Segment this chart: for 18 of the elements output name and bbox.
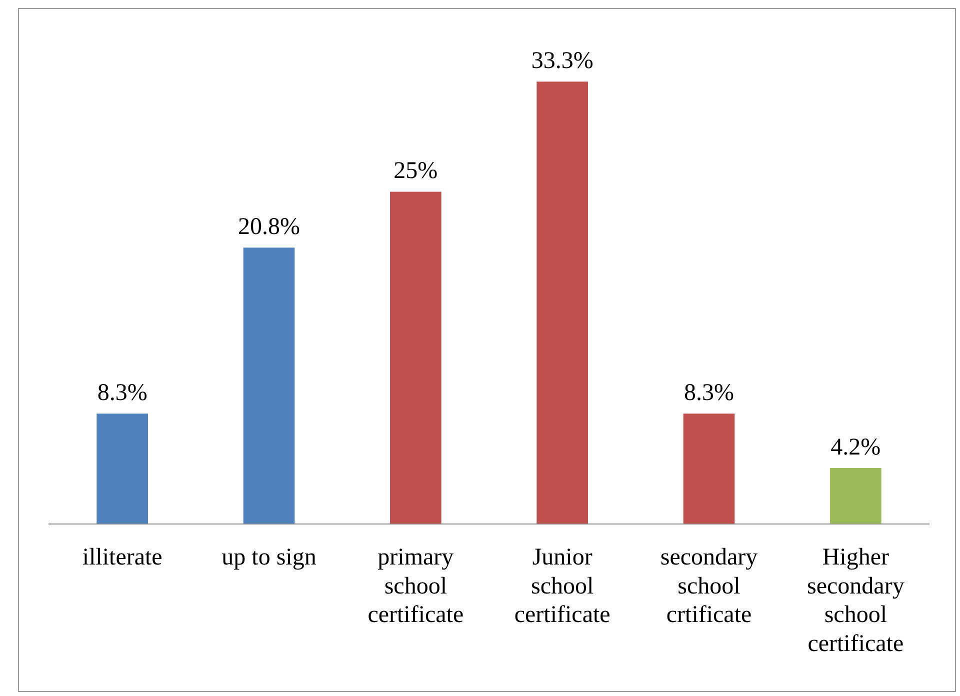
bar	[830, 468, 882, 524]
x-tick-label: illiterate	[82, 544, 162, 570]
x-tick-label: up to sign	[222, 544, 316, 570]
data-label: 8.3%	[684, 380, 734, 406]
x-tick-label: secondary school crtificate	[660, 544, 758, 628]
bar	[390, 192, 442, 524]
bar	[243, 248, 295, 524]
x-tick-label: primary school certificate	[368, 544, 464, 628]
data-label: 33.3%	[531, 48, 594, 74]
data-label: 25%	[394, 158, 438, 184]
x-tick-label: Higher secondary school certificate	[807, 544, 904, 657]
bar	[96, 414, 148, 524]
data-label: 8.3%	[97, 380, 148, 406]
x-tick-label: Junior school certificate	[514, 544, 610, 628]
bar	[683, 414, 735, 524]
bar	[536, 82, 588, 524]
data-label: 20.8%	[238, 214, 300, 240]
data-label: 4.2%	[830, 434, 881, 460]
